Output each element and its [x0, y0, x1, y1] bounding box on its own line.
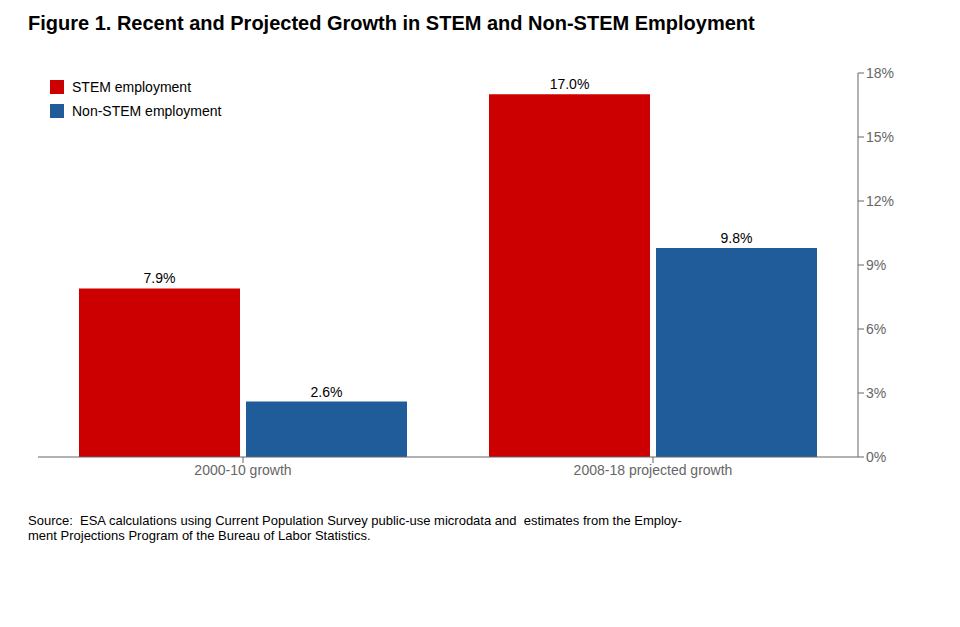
svg-text:7.9%: 7.9%: [144, 270, 176, 286]
svg-text:9%: 9%: [866, 257, 886, 273]
svg-text:3%: 3%: [866, 385, 886, 401]
html-text:STEM employment: STEM employment: [72, 79, 191, 95]
svg-text:18%: 18%: [866, 65, 894, 81]
svg-text:2.6%: 2.6%: [311, 384, 343, 400]
svg-text:15%: 15%: [866, 129, 894, 145]
svg-text:12%: 12%: [866, 193, 894, 209]
svg-text:2008-18 projected growth: 2008-18 projected growth: [574, 462, 733, 478]
html-text:Non-STEM employment: Non-STEM employment: [72, 103, 222, 119]
svg-text:17.0%: 17.0%: [550, 76, 590, 92]
svg-text:0%: 0%: [866, 449, 886, 465]
svg-text:2000-10 growth: 2000-10 growth: [194, 462, 291, 478]
html-text:Figure 1. Recent and Projected: Figure 1. Recent and Projected Growth in…: [28, 12, 755, 34]
svg-text:6%: 6%: [866, 321, 886, 337]
html-text:Source: ESA calculations using: Source: ESA calculations using Current P…: [28, 513, 682, 543]
svg-text:9.8%: 9.8%: [721, 230, 753, 246]
